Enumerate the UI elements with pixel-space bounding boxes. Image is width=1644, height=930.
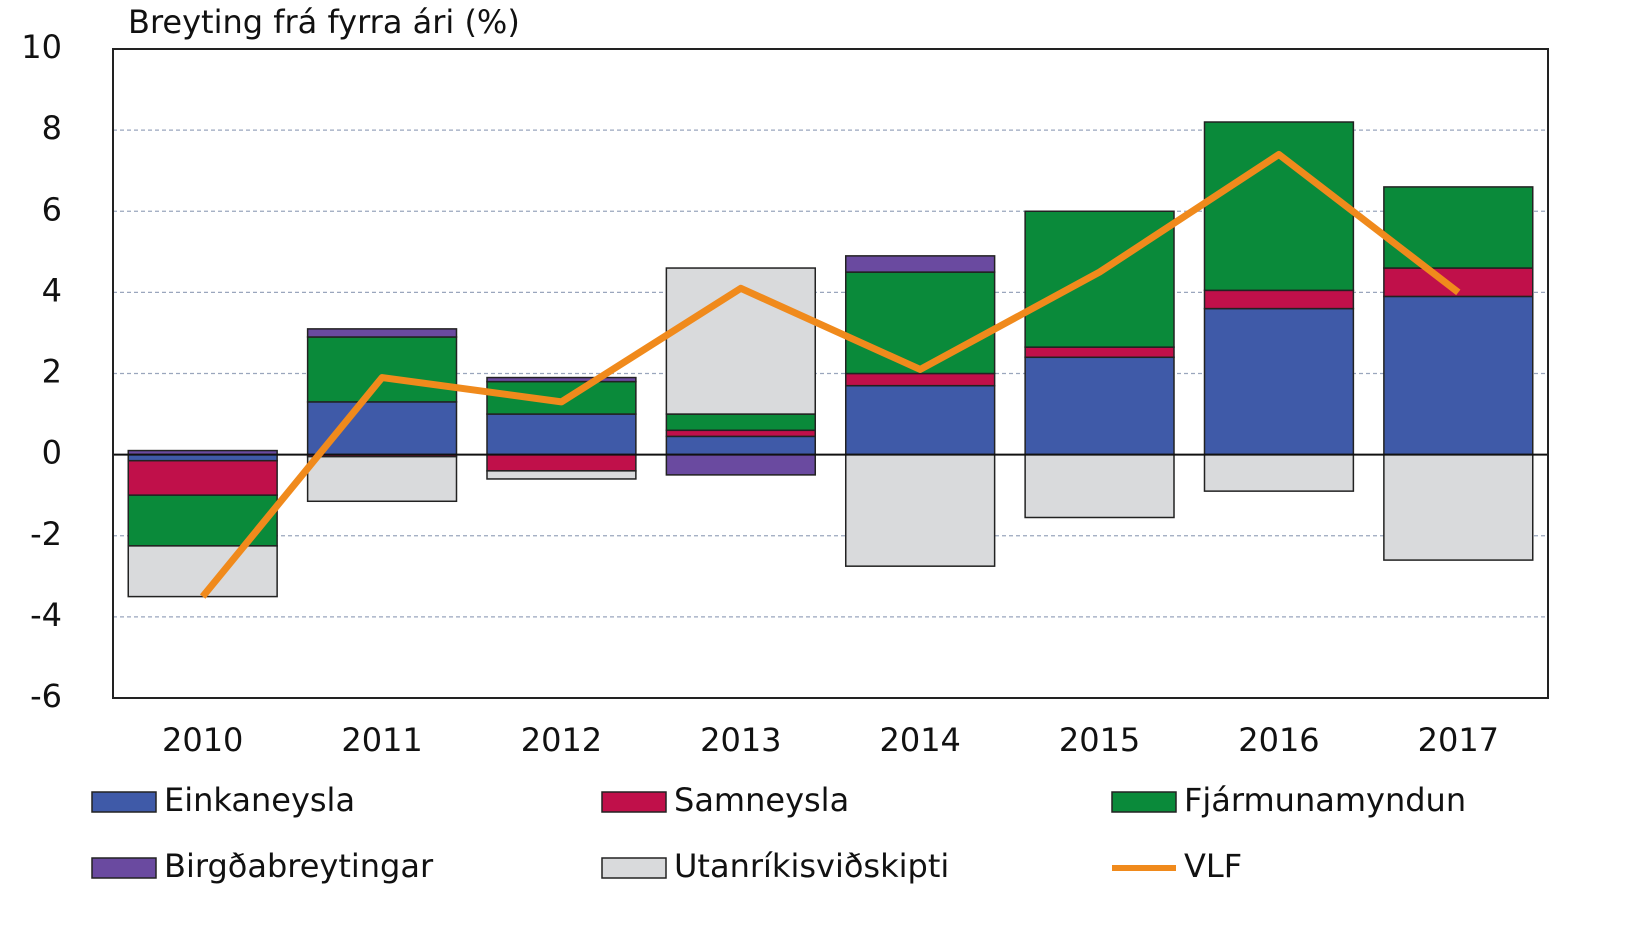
bar-segment xyxy=(665,413,817,432)
bar-segment xyxy=(486,453,637,472)
bar-segment xyxy=(844,372,996,387)
x-tick-label: 2013 xyxy=(700,721,781,759)
y-tick-label: 10 xyxy=(21,28,62,66)
bar-segment xyxy=(665,453,817,476)
x-tick-label: 2015 xyxy=(1059,721,1140,759)
bar-segment xyxy=(1024,346,1175,359)
x-tick-label: 2017 xyxy=(1418,721,1499,759)
bar-segment xyxy=(306,336,458,403)
bar-segment xyxy=(127,545,278,598)
y-tick-label: -4 xyxy=(30,596,62,634)
bar-segment xyxy=(1383,453,1534,561)
legend-label: Birgðabreytingar xyxy=(164,847,434,885)
legend-label: VLF xyxy=(1184,847,1242,885)
bar-segment xyxy=(1203,289,1355,310)
bar-segment xyxy=(665,435,817,456)
x-tick-label: 2016 xyxy=(1238,721,1319,759)
bar-segment xyxy=(844,453,996,567)
bar-segment xyxy=(306,328,458,338)
y-tick-label: 0 xyxy=(42,434,62,472)
legend-swatch xyxy=(91,791,157,813)
legend-swatch xyxy=(1111,791,1177,813)
bar-segment xyxy=(1203,307,1355,456)
legend-label: Fjármunamyndun xyxy=(1184,781,1466,819)
legend-swatch xyxy=(601,857,667,879)
y-tick-label: 2 xyxy=(42,353,62,391)
y-tick-label: 4 xyxy=(42,271,62,309)
bar-segment xyxy=(1024,453,1175,519)
bar-segment xyxy=(1024,210,1175,348)
plot-frame xyxy=(112,48,1549,699)
x-tick-label: 2014 xyxy=(879,721,960,759)
bar-segment xyxy=(306,401,458,456)
y-tick-label: 8 xyxy=(42,109,62,147)
x-tick-label: 2012 xyxy=(521,721,602,759)
bar-segment xyxy=(1203,121,1355,292)
line xyxy=(199,150,1461,599)
legend-swatch xyxy=(91,857,157,879)
bar-segment xyxy=(486,470,637,480)
bar-segment xyxy=(1383,295,1534,456)
bar-segment xyxy=(1203,453,1355,492)
legend-swatch xyxy=(601,791,667,813)
chart-title: Breyting frá fyrra ári (%) xyxy=(128,3,520,41)
y-tick-label: -6 xyxy=(30,677,62,715)
bar-segment xyxy=(844,384,996,456)
bar-segment xyxy=(665,429,817,438)
bar-segment xyxy=(844,255,996,273)
legend-label: Einkaneysla xyxy=(164,781,355,819)
bar-segment xyxy=(486,376,637,383)
bar-segment xyxy=(1024,356,1175,456)
bar-segment xyxy=(486,413,637,456)
x-tick-label: 2010 xyxy=(162,721,243,759)
legend-label: Utanríkisviðskipti xyxy=(674,847,949,885)
bar-segment xyxy=(127,459,278,496)
y-tick-label: -2 xyxy=(30,515,62,553)
legend-label: Samneysla xyxy=(674,781,849,819)
x-tick-label: 2011 xyxy=(341,721,422,759)
bar-segment xyxy=(306,455,458,503)
bar-segment xyxy=(844,271,996,375)
y-tick-label: 6 xyxy=(42,190,62,228)
